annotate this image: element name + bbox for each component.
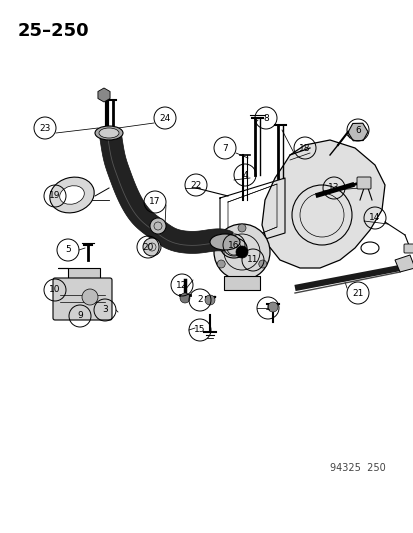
Circle shape <box>180 293 190 303</box>
Text: 21: 21 <box>351 288 363 297</box>
Polygon shape <box>394 255 413 272</box>
Text: 6: 6 <box>354 125 360 134</box>
Text: 22: 22 <box>190 181 201 190</box>
Text: 12: 12 <box>176 280 187 289</box>
Bar <box>223 276 259 290</box>
Polygon shape <box>261 140 384 268</box>
Ellipse shape <box>95 126 123 140</box>
Text: 94325  250: 94325 250 <box>329 463 385 473</box>
FancyBboxPatch shape <box>403 244 413 253</box>
Text: 17: 17 <box>149 198 160 206</box>
Text: 15: 15 <box>194 326 205 335</box>
Text: 4: 4 <box>242 171 247 180</box>
Text: 10: 10 <box>49 286 61 295</box>
Text: 7: 7 <box>222 143 227 152</box>
Ellipse shape <box>59 185 84 204</box>
Text: 13: 13 <box>328 183 339 192</box>
Ellipse shape <box>50 177 94 213</box>
Text: 2: 2 <box>197 295 202 304</box>
FancyBboxPatch shape <box>356 177 370 189</box>
Text: 5: 5 <box>65 246 71 254</box>
Ellipse shape <box>209 234 240 250</box>
Circle shape <box>82 289 98 305</box>
Polygon shape <box>99 130 233 253</box>
Circle shape <box>150 218 166 234</box>
Circle shape <box>214 224 269 280</box>
Text: 20: 20 <box>142 243 153 252</box>
Text: 8: 8 <box>263 114 268 123</box>
Text: 19: 19 <box>49 191 61 200</box>
Circle shape <box>217 260 225 268</box>
Circle shape <box>258 260 266 268</box>
Circle shape <box>237 224 245 232</box>
Text: 14: 14 <box>368 214 380 222</box>
Circle shape <box>204 295 214 305</box>
Text: 24: 24 <box>159 114 170 123</box>
Text: 1: 1 <box>264 303 270 312</box>
Circle shape <box>267 302 277 312</box>
Text: 9: 9 <box>77 311 83 320</box>
Ellipse shape <box>221 238 247 258</box>
Text: 18: 18 <box>299 143 310 152</box>
Circle shape <box>235 246 247 258</box>
Text: 3: 3 <box>102 305 108 314</box>
Text: 16: 16 <box>228 240 239 249</box>
Polygon shape <box>58 268 100 282</box>
Circle shape <box>142 238 161 256</box>
Ellipse shape <box>99 128 119 138</box>
Text: 25–250: 25–250 <box>18 22 89 40</box>
Text: 11: 11 <box>247 255 258 264</box>
FancyBboxPatch shape <box>53 278 112 320</box>
Text: 23: 23 <box>39 124 50 133</box>
